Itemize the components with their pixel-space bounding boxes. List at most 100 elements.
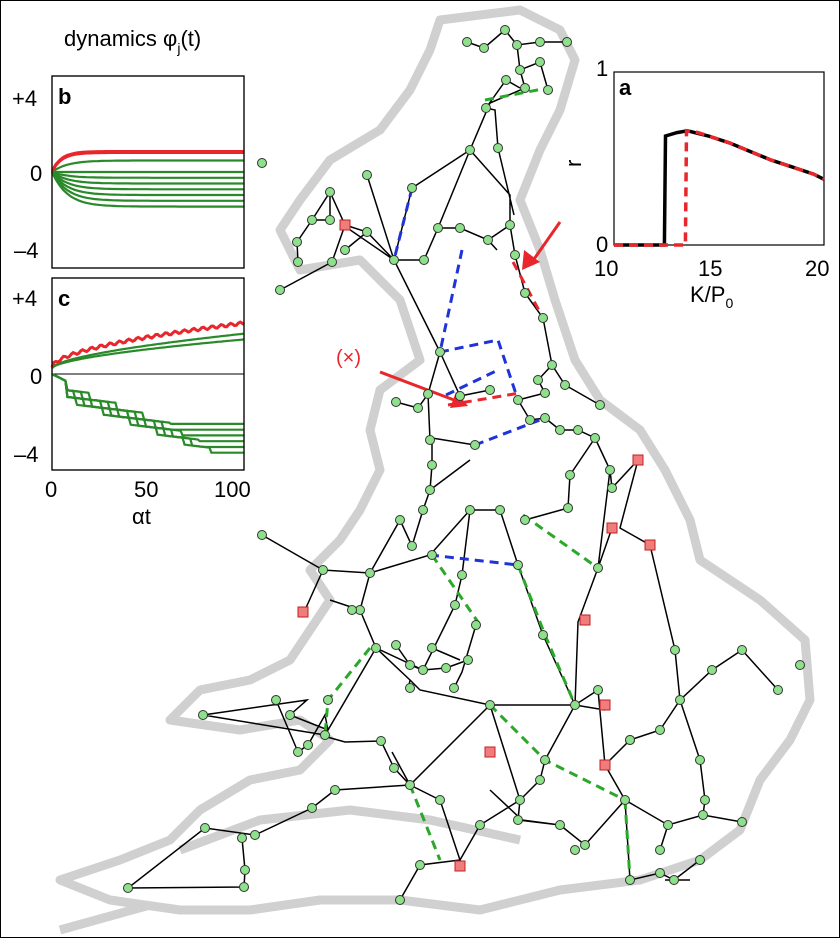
consumer-node <box>200 823 210 833</box>
consumer-node <box>565 470 575 480</box>
consumer-node <box>481 103 491 113</box>
consumer-node <box>427 550 437 560</box>
consumer-node <box>663 820 673 830</box>
consumer-node <box>570 700 580 710</box>
panel-b-green-line-3 <box>51 171 244 185</box>
consumer-node <box>655 725 665 735</box>
consumer-node <box>340 245 350 255</box>
consumer-node <box>293 257 303 267</box>
consumer-node <box>405 683 415 693</box>
consumer-node <box>433 223 443 233</box>
consumer-node <box>427 643 437 653</box>
consumer-node <box>325 187 335 197</box>
consumer-node <box>441 663 451 673</box>
coastline <box>55 5 815 935</box>
consumer-node <box>675 695 685 705</box>
consumer-node <box>327 257 337 267</box>
panel-b-title: dynamics φj(t) <box>64 26 201 56</box>
consumer-node <box>362 227 372 237</box>
panel-a-ytick-1: 1 <box>596 56 608 81</box>
consumer-node <box>371 643 381 653</box>
consumer-node <box>389 763 399 773</box>
consumer-node <box>560 380 570 390</box>
panel-a-ylabel: r <box>561 160 586 167</box>
consumer-node <box>303 740 313 750</box>
consumer-node <box>593 685 603 695</box>
consumer-node <box>555 425 565 435</box>
consumer-node <box>391 397 401 407</box>
consumer-node <box>198 710 208 720</box>
panel-b-ytick-mid: 0 <box>30 161 42 186</box>
annotation-label: (×) <box>336 347 361 369</box>
consumer-node <box>239 882 249 892</box>
consumer-node <box>479 43 489 53</box>
consumer-node <box>307 215 317 225</box>
panel-b-green-line-7 <box>51 171 244 208</box>
consumer-node <box>427 460 437 470</box>
consumer-node <box>655 868 665 878</box>
panel-b-red-line-1 <box>50 150 244 172</box>
consumer-node <box>669 875 679 885</box>
panel-a-series-1 <box>614 128 825 247</box>
consumer-node <box>737 817 747 827</box>
consumer-node <box>257 158 267 168</box>
consumer-node <box>595 400 605 410</box>
consumer-node <box>376 736 386 746</box>
consumer-node <box>573 425 583 435</box>
consumer-node <box>495 505 505 515</box>
consumer-node <box>580 840 590 850</box>
panel-c-red-line <box>50 320 245 368</box>
consumer-node <box>607 483 617 493</box>
consumer-node <box>407 183 417 193</box>
panel-c-xtick-1: 50 <box>134 477 158 502</box>
consumer-node <box>462 37 472 47</box>
consumer-node <box>292 237 302 247</box>
consumer-node <box>391 640 401 650</box>
consumer-node <box>485 385 495 395</box>
consumer-node <box>695 855 705 865</box>
consumer-node <box>362 170 372 180</box>
consumer-node <box>563 503 573 513</box>
consumer-node <box>465 145 475 155</box>
consumer-node <box>413 403 423 413</box>
consumer-node <box>320 730 330 740</box>
consumer-node <box>512 40 522 50</box>
consumer-node <box>275 285 285 295</box>
consumer-node <box>485 700 495 710</box>
consumer-node <box>505 220 515 230</box>
panel-c-ytick-bot: –4 <box>14 442 38 467</box>
consumer-node <box>395 895 405 905</box>
panel-b-ytick-top: +4 <box>12 86 37 111</box>
consumer-node <box>547 360 557 370</box>
consumer-node <box>655 845 665 855</box>
panel-c-ytick-mid: 0 <box>30 364 42 389</box>
consumer-node <box>493 143 503 153</box>
panel-b-green-line-6 <box>51 171 244 202</box>
consumer-node <box>625 735 635 745</box>
consumer-node <box>470 440 480 450</box>
consumer-node <box>525 415 535 425</box>
consumer-node <box>520 288 530 298</box>
consumer-node <box>318 565 328 575</box>
panel-b-ytick-bot: –4 <box>14 238 38 263</box>
consumer-node <box>463 655 473 665</box>
consumer-node <box>625 875 635 885</box>
consumer-node <box>389 255 399 265</box>
consumer-node <box>555 820 565 830</box>
consumer-node <box>450 600 460 610</box>
consumer-node <box>513 395 523 405</box>
panel-a: a 1 0 r 10 15 20 K/P0 <box>561 56 829 311</box>
consumer-node <box>307 803 317 813</box>
generator-node <box>644 539 656 551</box>
consumer-node <box>457 570 467 580</box>
consumer-node <box>515 795 525 805</box>
annotation-arrows <box>379 221 562 408</box>
consumer-node <box>257 530 267 540</box>
consumer-node <box>540 413 550 423</box>
consumer-node <box>543 85 553 95</box>
consumer-node <box>695 755 705 765</box>
consumer-node <box>395 515 405 525</box>
panel-b-label: b <box>58 84 71 109</box>
consumer-node <box>707 665 717 675</box>
